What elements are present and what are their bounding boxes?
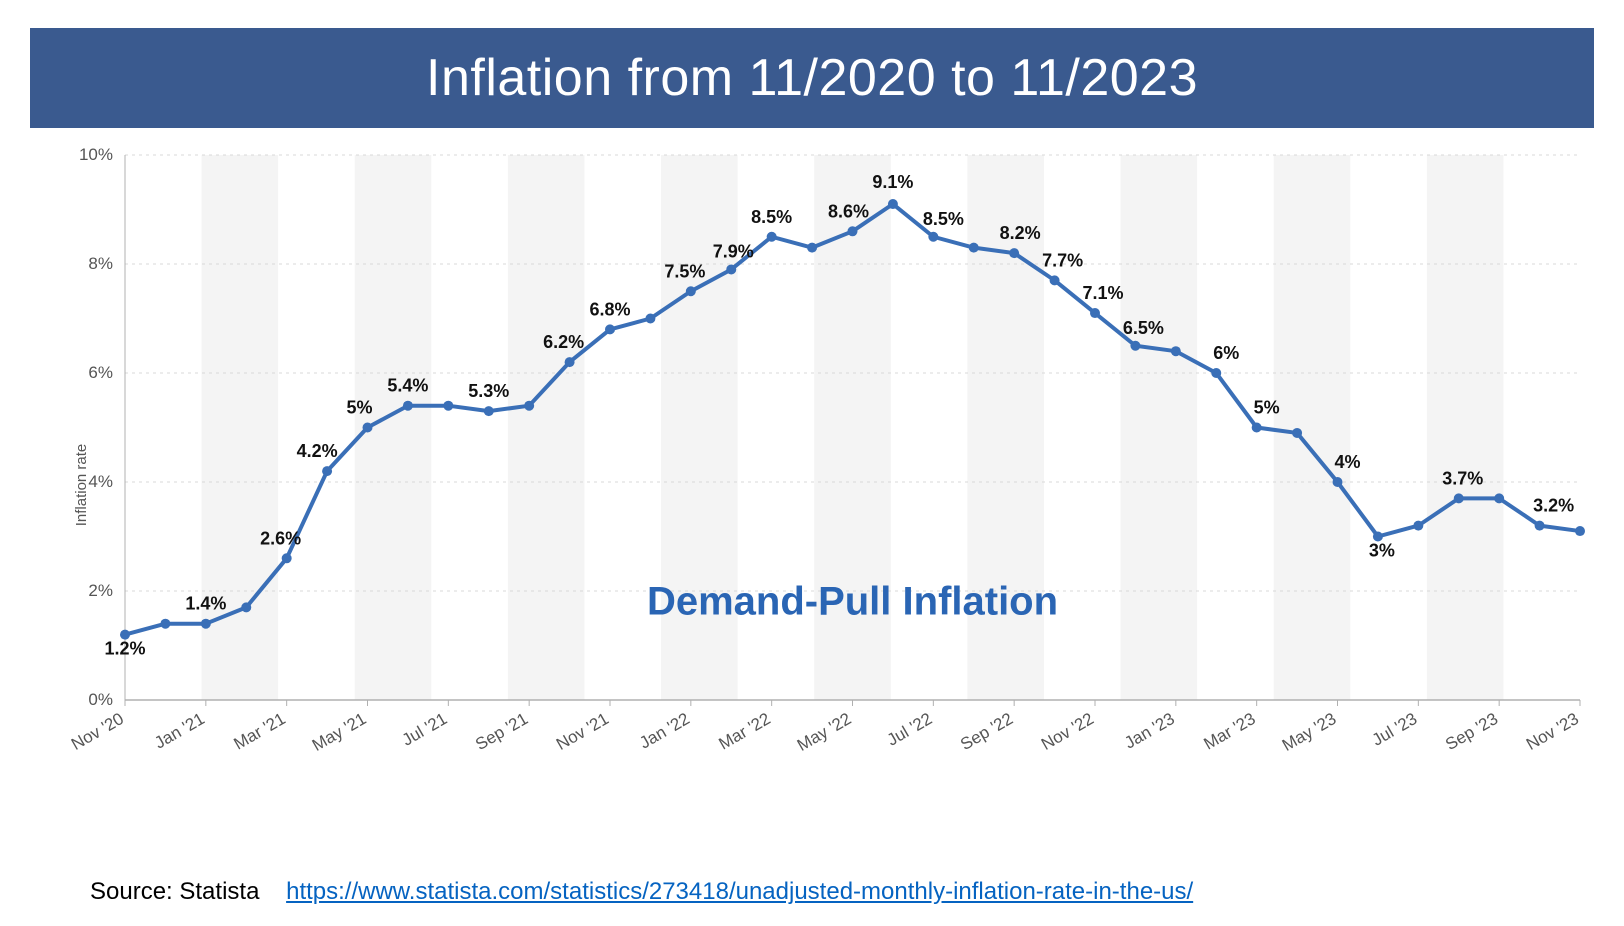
data-point-label: 1.2% [104, 639, 145, 659]
svg-text:10%: 10% [79, 145, 113, 164]
chart-annotation: Demand-Pull Inflation [647, 579, 1058, 624]
x-tick-label: Jul '23 [1369, 709, 1421, 750]
data-point-label: 6% [1213, 343, 1239, 363]
x-tick-label: Mar '23 [1201, 709, 1259, 754]
svg-text:4%: 4% [88, 472, 113, 491]
svg-text:2%: 2% [88, 581, 113, 600]
data-point-label: 5.4% [387, 376, 428, 396]
source-prefix: Source: Statista [90, 878, 259, 905]
data-point-label: 3.2% [1533, 496, 1574, 516]
data-point-label: 8.2% [1000, 223, 1041, 243]
source-line: Source: Statista https://www.statista.co… [90, 878, 1193, 906]
chart-canvas: 0% 2% 4% 6% 8% 10% Nov '20 Jan '21 Mar '21 May '2… [30, 145, 1594, 825]
x-tick-label: Nov '21 [553, 709, 612, 754]
data-point-label: 2.6% [260, 528, 301, 548]
data-point-label: 3.7% [1442, 468, 1483, 488]
data-point-label: 5.3% [468, 381, 509, 401]
data-point-label: 3% [1369, 541, 1395, 561]
x-tick-label: May '23 [1279, 709, 1340, 755]
x-tick-label: Nov '20 [68, 709, 127, 754]
x-tick-label: Jan '22 [636, 709, 693, 753]
data-point-label: 6.8% [589, 299, 630, 319]
title-bar: Inflation from 11/2020 to 11/2023 [30, 28, 1594, 128]
data-point-label: 6.5% [1123, 318, 1164, 338]
y-axis-title: Inflation rate [73, 444, 90, 527]
slide: Inflation from 11/2020 to 11/2023 Inflat… [0, 0, 1624, 926]
x-tick-label: Jan '21 [151, 709, 208, 753]
data-point-label: 1.4% [185, 594, 226, 614]
data-point-label: 5% [346, 398, 372, 418]
x-tick-label: May '22 [794, 709, 855, 755]
data-point-label: 8.5% [923, 209, 964, 229]
svg-text:8%: 8% [88, 254, 113, 273]
x-tick-label: Jul '21 [399, 709, 451, 750]
slide-title: Inflation from 11/2020 to 11/2023 [426, 48, 1198, 108]
data-point-label: 7.7% [1042, 250, 1083, 270]
data-point-label: 8.5% [751, 207, 792, 227]
svg-text:6%: 6% [88, 363, 113, 382]
data-point-label: 7.1% [1082, 283, 1123, 303]
inflation-chart: Inflation rate 0% 2% 4% 6% 8% 10% Nov '20 Jan '… [30, 145, 1594, 825]
x-tick-label: Sep '23 [1442, 709, 1501, 754]
data-point-label: 8.6% [828, 201, 869, 221]
x-tick-label: Sep '22 [957, 709, 1016, 754]
source-link[interactable]: https://www.statista.com/statistics/2734… [286, 878, 1193, 905]
data-point-label: 4% [1334, 452, 1360, 472]
data-point-label: 6.2% [543, 332, 584, 352]
svg-text:0%: 0% [88, 690, 113, 709]
x-tick-label: May '21 [309, 709, 370, 755]
x-tick-label: Sep '21 [472, 709, 531, 754]
data-point-label: 9.1% [872, 172, 913, 192]
x-tick-label: Jan '23 [1121, 709, 1178, 753]
x-tick-label: Nov '23 [1523, 709, 1582, 754]
data-point-label: 7.5% [664, 261, 705, 281]
data-point-label: 7.9% [713, 241, 754, 261]
x-tick-label: Mar '21 [231, 709, 289, 754]
x-tick-label: Mar '22 [716, 709, 774, 754]
data-point-label: 5% [1254, 398, 1280, 418]
x-tick-label: Jul '22 [884, 709, 936, 750]
x-tick-label: Nov '22 [1038, 709, 1097, 754]
data-point-label: 4.2% [297, 441, 338, 461]
